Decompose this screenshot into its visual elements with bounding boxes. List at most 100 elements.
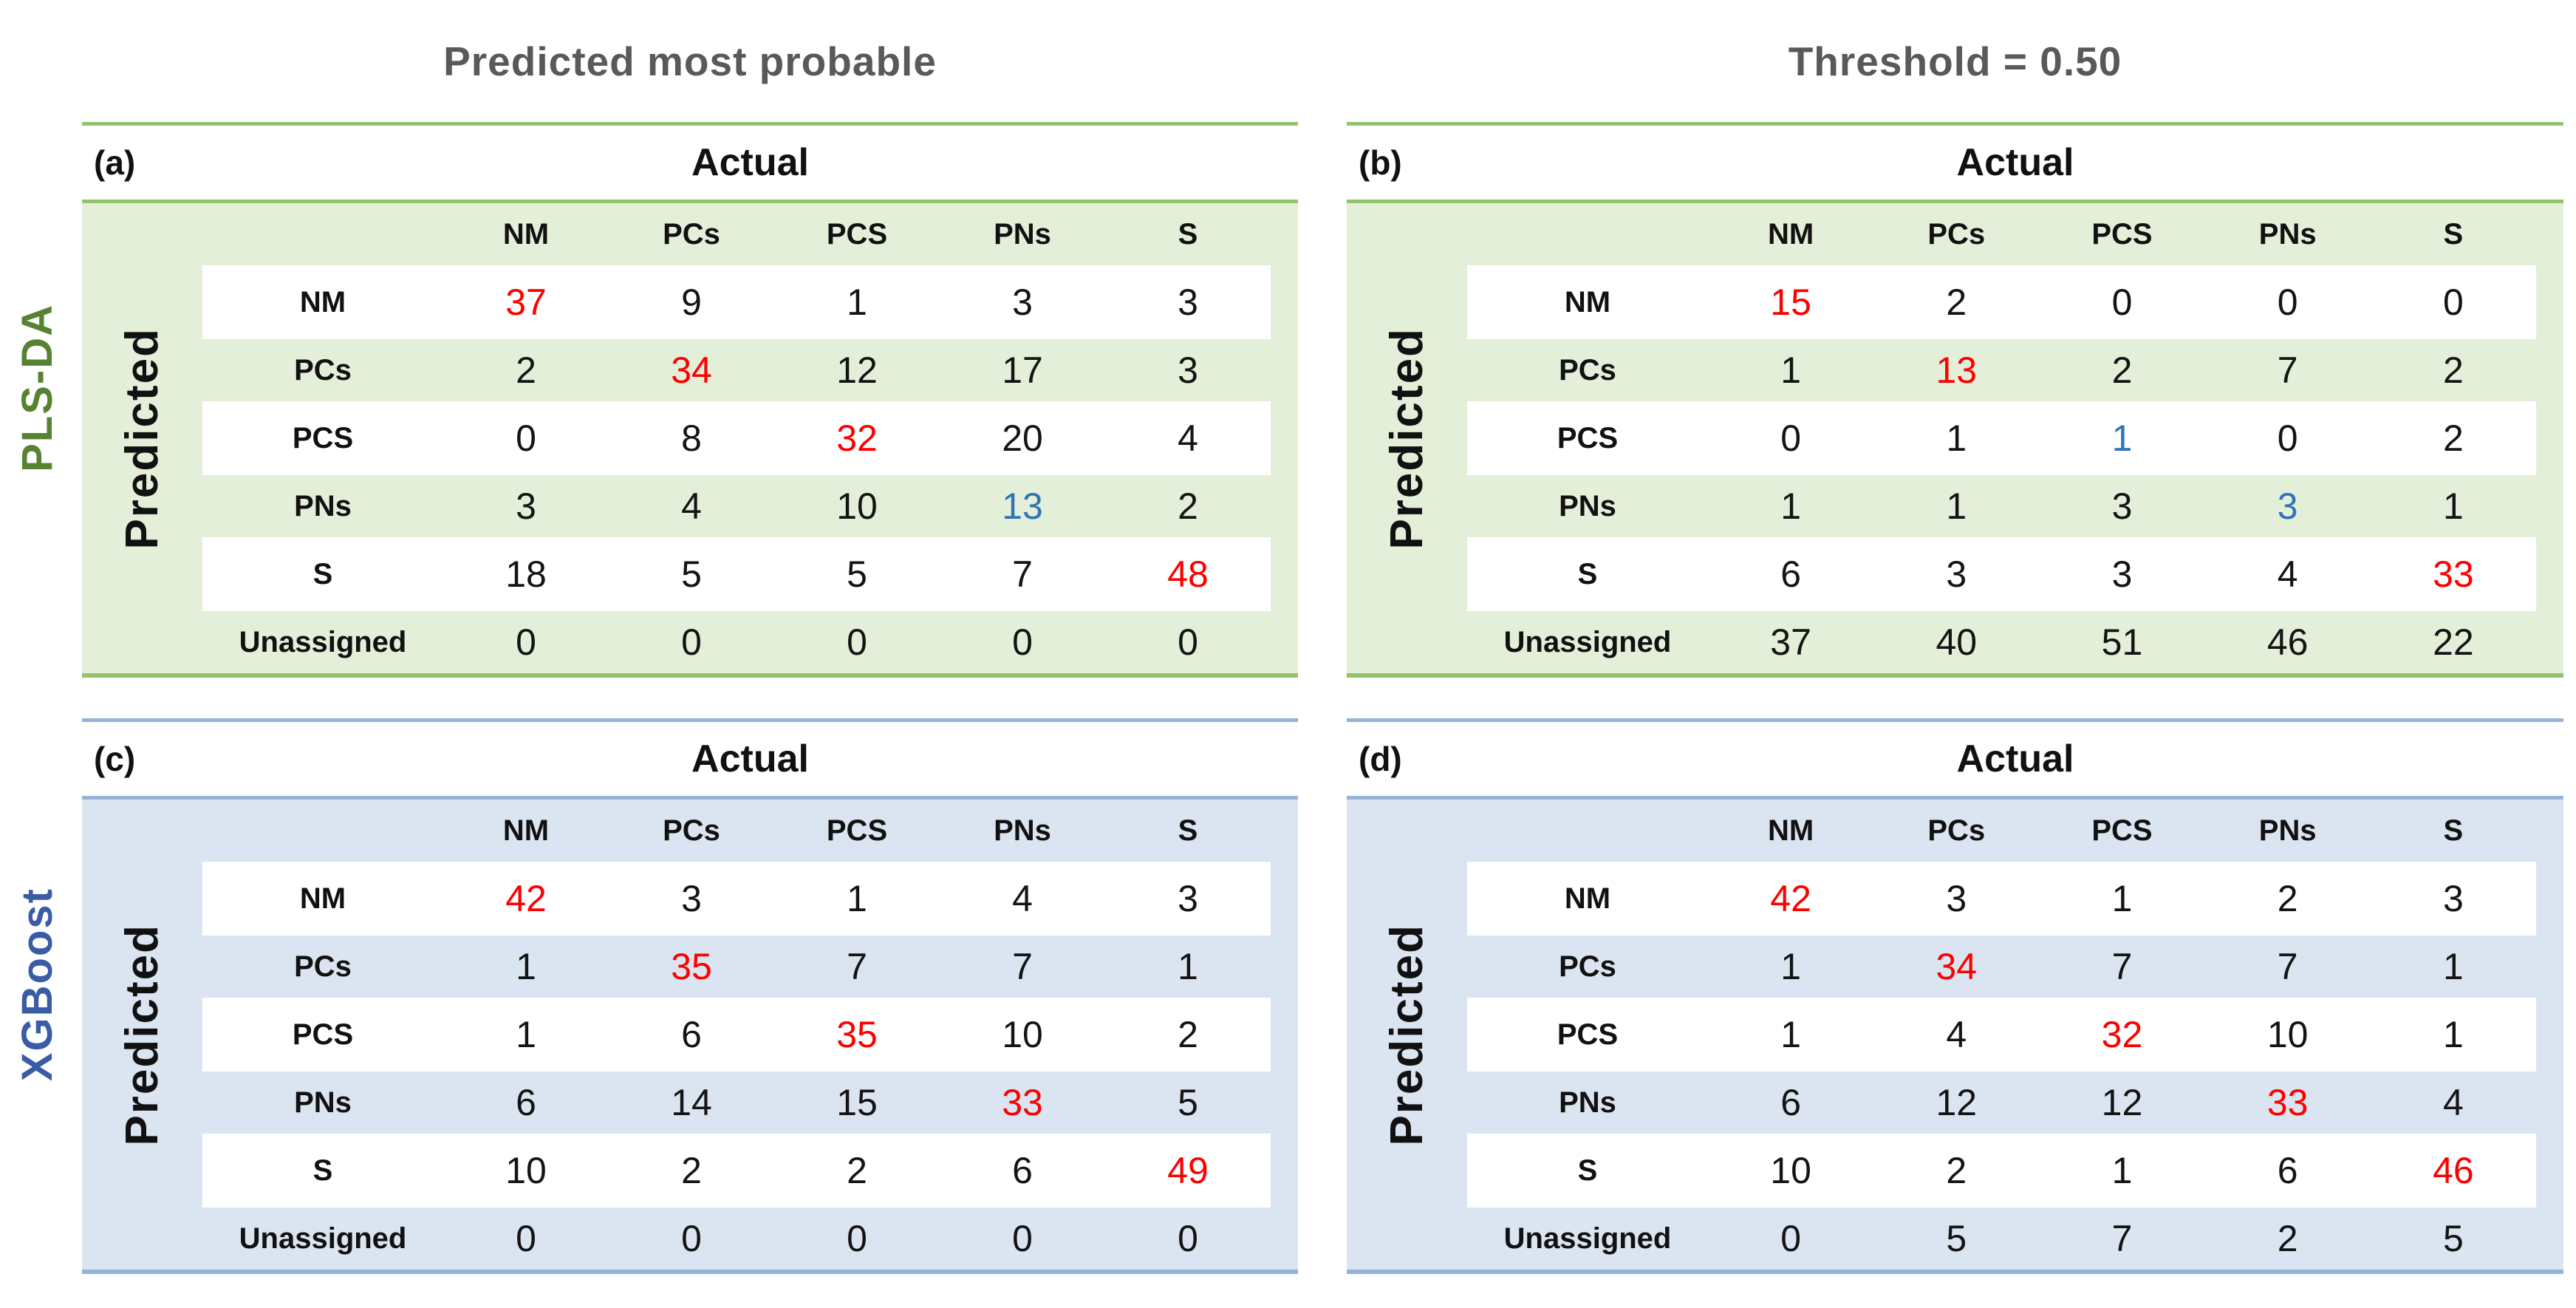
cell-Unassigned-PNs: 0 (1012, 1218, 1033, 1259)
cell-NM-S: 3 (1105, 862, 1271, 936)
column-title-most-probable: Predicted most probable (443, 38, 937, 84)
column-header-row: NM PCs PCS PNs S (82, 203, 1298, 265)
row-header-NM: NM (202, 265, 443, 339)
table-header: (d) Actual (1347, 722, 2563, 800)
cell-PNs-S: 5 (1178, 1082, 1198, 1123)
cell-PCS-PCS: 1 (2039, 401, 2205, 475)
column-header-row: NM PCs PCS PNs S (1347, 800, 2563, 862)
column-header-PCS: PCS (826, 814, 888, 847)
cell-PCS-PCs: 8 (609, 401, 774, 475)
matrix-row-NM: NM 42 3 1 4 3 (82, 862, 1298, 936)
cell-S-PNs: 6 (2204, 1134, 2371, 1207)
matrix-row-NM: NM 42 3 1 2 3 (1347, 862, 2563, 936)
cell-PNs-PCS: 10 (836, 486, 878, 527)
matrix-row-S: S 6 3 3 4 33 (1347, 537, 2563, 611)
cell-S-S: 33 (2370, 537, 2536, 611)
column-header-NM: NM (502, 217, 550, 251)
row-header-S: S (202, 537, 443, 611)
cell-PCs-S: 1 (2442, 946, 2464, 987)
cell-PNs-PCS: 3 (2111, 486, 2133, 527)
matrix-row-PNs: PNs 6 12 12 33 4 (1347, 1072, 2563, 1134)
column-header-PNs: PNs (2258, 814, 2317, 847)
cell-PCs-PNs: 7 (2277, 946, 2298, 987)
cell-S-PNs: 7 (940, 537, 1105, 611)
row-header-PNs: PNs (1559, 489, 1616, 522)
cell-NM-PCs: 3 (609, 862, 774, 936)
matrix-row-S: S 10 2 1 6 46 (1347, 1134, 2563, 1207)
cell-NM-NM: 42 (443, 862, 609, 936)
panel-label: (b) (1359, 143, 1402, 182)
matrix-band: Predicted NM PCs PCS PNs S NM 42 3 1 4 3 PCs 1 35 7 7 1 PC… (82, 800, 1298, 1274)
cell-PCS-S: 1 (2370, 998, 2536, 1072)
cell-S-NM: 18 (443, 537, 609, 611)
cell-PCs-NM: 1 (1780, 946, 1801, 987)
cell-S-PCS: 1 (2039, 1134, 2205, 1207)
confusion-matrix-d: (d) Actual Predicted NM PCs PCS PNs S NM 42 3 1 2 3 PC… (1347, 718, 2563, 1274)
cell-PNs-S: 2 (1178, 486, 1198, 527)
cell-NM-PNs: 0 (2204, 265, 2371, 339)
cell-PNs-PCs: 12 (1936, 1082, 1978, 1123)
cell-PCs-PCs: 13 (1936, 350, 1978, 391)
cell-NM-NM: 42 (1708, 862, 1874, 936)
cell-PCS-PCs: 4 (1873, 998, 2040, 1072)
cell-NM-PNs: 3 (940, 265, 1105, 339)
column-header-PCs: PCs (663, 814, 720, 847)
cell-PCs-NM: 2 (516, 350, 536, 391)
cell-PNs-NM: 6 (1780, 1082, 1801, 1123)
cell-PCS-S: 2 (2370, 401, 2536, 475)
cell-PNs-PCS: 12 (2101, 1082, 2143, 1123)
cell-Unassigned-PCs: 5 (1946, 1218, 1967, 1259)
matrix-row-S: S 10 2 2 6 49 (82, 1134, 1298, 1207)
cell-NM-PCS: 1 (2039, 862, 2205, 936)
cell-PNs-PCs: 14 (671, 1082, 712, 1123)
column-header-S: S (2443, 217, 2464, 251)
matrix-row-PCs: PCs 1 13 2 7 2 (1347, 339, 2563, 401)
cell-PNs-PCs: 4 (681, 486, 702, 527)
panel-label: (a) (94, 143, 136, 182)
matrix-row-PCS: PCS 0 8 32 20 4 (82, 401, 1298, 475)
cell-S-S: 49 (1105, 1134, 1271, 1207)
cell-S-PCS: 3 (2039, 537, 2205, 611)
cell-PCs-PCS: 2 (2111, 350, 2133, 391)
cell-PCS-S: 4 (1105, 401, 1271, 475)
column-header-NM: NM (502, 814, 550, 847)
cell-Unassigned-PCS: 0 (847, 621, 867, 663)
column-header-row: NM PCs PCS PNs S (82, 800, 1298, 862)
row-header-Unassigned: Unassigned (1503, 1222, 1672, 1255)
cell-PCs-PCs: 34 (671, 350, 712, 391)
column-header-PNs: PNs (2258, 217, 2317, 251)
column-header-PCs: PCs (1927, 814, 1986, 847)
matrix-row-PNs: PNs 3 4 10 13 2 (82, 475, 1298, 537)
row-header-Unassigned: Unassigned (239, 1222, 407, 1255)
model-label-xgboost: XGBoost (0, 718, 74, 1250)
matrix-band: Predicted NM PCs PCS PNs S NM 37 9 1 3 3 PCs 2 34 12 17 3… (82, 203, 1298, 678)
row-header-S: S (1467, 1134, 1708, 1207)
cell-PNs-PNs: 33 (2266, 1082, 2309, 1123)
matrix-row-PNs: PNs 1 1 3 3 1 (1347, 475, 2563, 537)
cell-PCs-PCS: 7 (2111, 946, 2133, 987)
cell-PNs-NM: 3 (516, 486, 536, 527)
cell-PCS-NM: 0 (443, 401, 609, 475)
cell-Unassigned-NM: 37 (1770, 621, 1811, 663)
cell-S-PCS: 2 (774, 1134, 940, 1207)
row-header-PNs: PNs (294, 1086, 352, 1119)
column-header-S: S (2443, 814, 2464, 847)
confusion-matrix-c: (c) Actual Predicted NM PCs PCS PNs S NM 42 3 1 4 3 PC… (82, 718, 1298, 1274)
cell-S-PNs: 4 (2204, 537, 2371, 611)
cell-PNs-PNs: 33 (1002, 1082, 1043, 1123)
cell-NM-PCS: 0 (2039, 265, 2205, 339)
cell-PNs-PNs: 3 (2277, 486, 2298, 527)
cell-PNs-PCs: 1 (1946, 486, 1967, 527)
cell-S-S: 48 (1105, 537, 1271, 611)
cell-S-PCs: 2 (1873, 1134, 2040, 1207)
cell-Unassigned-PCS: 0 (847, 1218, 867, 1259)
model-label-plsda: PLS-DA (0, 122, 74, 654)
matrix-row-S: S 18 5 5 7 48 (82, 537, 1298, 611)
cell-PNs-PCS: 15 (836, 1082, 878, 1123)
cell-NM-PNs: 2 (2204, 862, 2371, 936)
row-header-PNs: PNs (1559, 1086, 1616, 1119)
row-header-S: S (202, 1134, 443, 1207)
row-header-PCS: PCS (1467, 401, 1708, 475)
cell-PCs-PCS: 7 (847, 946, 867, 987)
